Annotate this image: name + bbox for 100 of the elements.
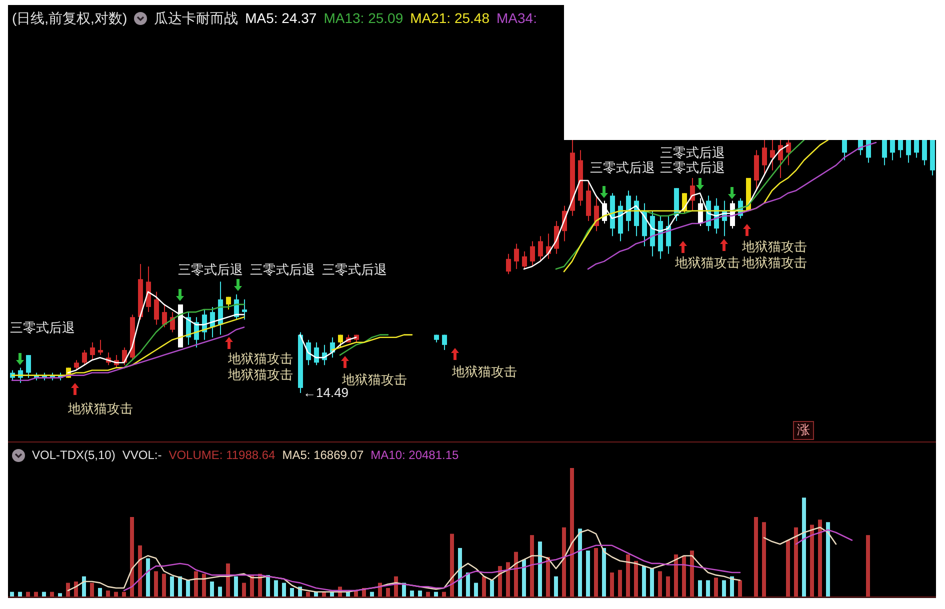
bar <box>762 522 766 597</box>
candlestick <box>26 354 31 378</box>
annotation: 地狱猫攻击 <box>452 364 517 379</box>
text: MA10: 20481.15 <box>370 448 459 462</box>
candlestick <box>882 140 887 166</box>
candlestick <box>154 291 159 326</box>
annotation: 地狱猫攻击 <box>342 372 407 387</box>
bar <box>626 554 630 597</box>
bar <box>234 576 238 597</box>
bar <box>650 568 654 597</box>
bar <box>146 558 150 597</box>
bar <box>138 545 142 597</box>
bar <box>802 498 806 597</box>
bar <box>82 576 86 597</box>
candlestick <box>530 240 535 267</box>
candlestick <box>770 140 775 171</box>
bar <box>90 582 94 597</box>
bar <box>130 517 134 597</box>
bar <box>266 575 270 597</box>
bar <box>282 582 286 597</box>
candlestick <box>538 236 543 262</box>
bar <box>786 540 790 597</box>
text: VVOL:- <box>122 448 162 462</box>
bar <box>818 520 822 597</box>
annotation: 三零式后退 <box>322 262 387 277</box>
annotation: 地狱猫攻击 <box>228 367 293 382</box>
text: MA5: 16869.07 <box>282 448 364 462</box>
bar <box>242 582 246 597</box>
bar <box>450 534 454 597</box>
candlestick <box>898 140 903 158</box>
annotation: 地狱猫攻击 <box>228 351 293 366</box>
chart-title: (日线,前复权,对数) <box>12 10 128 27</box>
bar <box>570 468 574 597</box>
annotation: 三零式后退 <box>10 320 75 335</box>
bar <box>754 517 758 597</box>
bar <box>290 588 294 597</box>
candlestick <box>162 304 167 328</box>
bar <box>522 560 526 597</box>
bar <box>178 576 182 597</box>
bar <box>218 586 222 597</box>
bar <box>274 580 278 597</box>
candlestick <box>506 253 511 275</box>
bar <box>538 542 542 597</box>
candlestick <box>906 140 911 164</box>
bar <box>546 557 550 597</box>
chart-title: VOL-TDX(5,10) <box>32 448 116 462</box>
bar <box>714 578 718 597</box>
bar <box>554 576 558 597</box>
annotation: 三零式后退 <box>250 262 315 277</box>
candlestick <box>74 360 79 371</box>
candlestick <box>786 140 791 166</box>
bar <box>186 580 190 597</box>
candlestick <box>762 140 767 176</box>
bar <box>618 570 622 597</box>
bar <box>98 588 102 597</box>
bar <box>682 556 686 597</box>
bar <box>690 550 694 597</box>
text: MA13: 25.09 <box>324 10 404 27</box>
candlestick <box>170 312 175 333</box>
candlestick <box>514 243 519 270</box>
candlestick <box>522 250 527 270</box>
text: MA21: 25.48 <box>410 10 490 27</box>
bar <box>594 548 598 597</box>
candlestick <box>314 342 319 366</box>
annotation: 地狱猫攻击 <box>742 239 807 254</box>
annotation: 三零式后退 <box>660 145 725 160</box>
bar <box>106 590 110 597</box>
bar <box>562 527 566 597</box>
bar <box>386 588 390 597</box>
bar <box>154 571 158 597</box>
candlestick <box>226 296 231 310</box>
annotation: 三零式后退 <box>660 160 725 175</box>
bar <box>610 572 614 597</box>
bar <box>506 562 510 597</box>
bar <box>674 554 678 597</box>
bar <box>738 580 742 597</box>
bar <box>586 550 590 597</box>
bar <box>730 576 734 597</box>
candlestick <box>890 140 895 161</box>
text: 地狱猫攻击 <box>68 401 133 416</box>
bar <box>634 560 638 597</box>
bar <box>170 576 174 597</box>
candlestick <box>82 349 87 366</box>
bar <box>794 527 798 597</box>
bar <box>194 571 198 597</box>
candlestick <box>914 140 919 158</box>
bar <box>490 580 494 597</box>
bar <box>658 571 662 597</box>
candlestick <box>842 140 847 161</box>
bar <box>810 524 814 597</box>
annotation: 三零式后退 <box>590 160 655 175</box>
bar <box>514 552 518 597</box>
candlestick <box>866 140 871 164</box>
bar <box>698 580 702 597</box>
bar <box>722 580 726 597</box>
annotation: 地狱猫攻击 <box>742 255 807 270</box>
text: MA5: 24.37 <box>245 10 317 27</box>
bar <box>578 528 582 597</box>
bar <box>202 574 206 597</box>
candlestick <box>98 339 103 356</box>
